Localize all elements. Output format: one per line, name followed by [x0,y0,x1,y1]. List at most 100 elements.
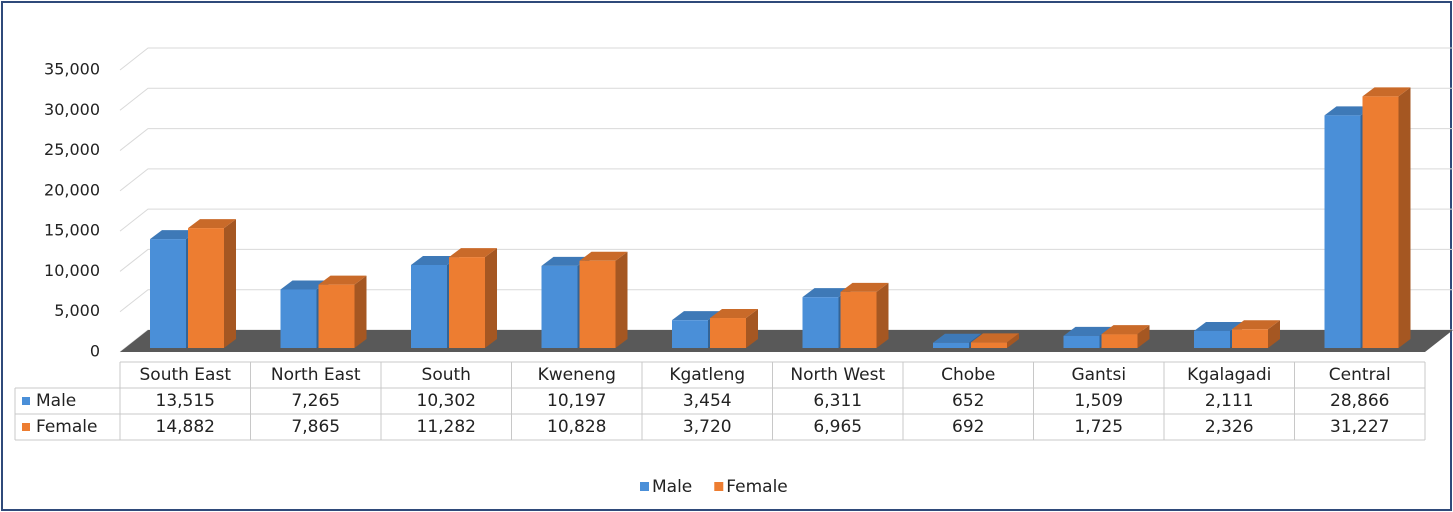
grid-line [119,208,1453,232]
x-tick-label: Central [1329,365,1391,385]
bar [971,342,1007,348]
x-tick-label: South [422,365,471,385]
bar-side [746,309,758,348]
y-tick-label: 0 [90,342,100,361]
table-value: 2,111 [1205,391,1254,411]
table-value: 11,282 [417,417,476,437]
grid-line [119,168,1453,192]
bar [541,265,578,348]
table-value: 652 [952,391,984,411]
bar-top [672,311,720,321]
bar [411,264,447,348]
bar-side [354,275,367,348]
bar [933,342,969,348]
bar-top [1101,325,1150,335]
table-value: 2,326 [1205,417,1254,437]
grid-line [119,47,1453,71]
table-value: 7,865 [291,417,340,437]
bar-top [840,282,889,292]
y-tick-label: 30,000 [44,100,100,119]
bar [280,289,317,348]
bar-side [1268,320,1280,348]
bar-top [971,333,1019,343]
bar-top [318,275,367,285]
bar-side [1007,333,1019,348]
bar-side [876,282,889,348]
table-value: 692 [952,417,984,437]
legend-swatch [714,482,724,491]
bar-top [802,288,851,298]
bar [1232,329,1268,348]
bar-side [1398,87,1411,348]
grid-line [119,248,1453,272]
table-value: 6,965 [813,417,862,437]
y-tick-label: 15,000 [44,221,100,240]
table-grid [14,361,1426,441]
bar [188,228,224,348]
x-tick-label: Kgalagadi [1187,365,1271,385]
bar [449,257,485,348]
y-tick-label: 25,000 [44,140,100,159]
bar [840,291,877,348]
bar-top [411,255,459,265]
bar-top [1063,326,1112,336]
y-tick-label: 5,000 [54,301,100,320]
bar-side [224,219,236,348]
table-value: 7,265 [291,391,340,411]
grid-line [119,128,1453,151]
bar [1194,330,1230,348]
bar-top [710,309,758,319]
bar-top [150,230,198,240]
bar-top [1232,320,1280,330]
grid-line [119,289,1453,313]
bar-top [280,280,329,290]
bar [1063,335,1100,348]
x-tick-label: Chobe [941,365,995,385]
bar-side [1137,325,1150,348]
table-value: 1,725 [1074,417,1123,437]
table-value: 6,311 [813,391,862,411]
legend-label: Male [652,477,692,497]
bar-top [1324,106,1373,116]
x-tick-label: North West [790,365,885,385]
bar [579,260,616,348]
bar [672,320,708,348]
bar-top [1194,321,1242,331]
bar [1324,115,1361,348]
bar-top [449,248,497,258]
bar-top [541,256,590,266]
table-value: 10,197 [547,391,606,411]
bar-side [485,248,497,348]
y-tick-label: 10,000 [44,261,100,280]
table-value: 14,882 [156,417,215,437]
bar [150,239,186,348]
x-tick-label: North East [271,365,361,385]
bar [1362,96,1399,348]
table-swatch [22,397,30,405]
table-value: 13,515 [156,391,215,411]
legend-label: Female [726,477,787,497]
bar [710,318,746,348]
grid-line [119,87,1453,111]
table-value: 31,227 [1330,417,1389,437]
y-tick-label: 35,000 [44,60,100,79]
bar-top [1362,87,1411,97]
y-tick-label: 20,000 [44,180,100,199]
table-value: 10,828 [547,417,606,437]
x-tick-label: Gantsi [1071,365,1126,385]
bar-top [188,219,236,229]
table-series-name: Male [36,391,76,411]
bar [318,284,355,348]
table-series-name: Female [36,417,97,437]
bar-side [615,251,628,348]
table-value: 10,302 [417,391,476,411]
table-swatch [22,423,30,431]
table-value: 3,454 [683,391,732,411]
x-tick-label: South East [140,365,232,385]
table-value: 3,720 [683,417,732,437]
bar [1101,334,1138,348]
legend-swatch [640,482,649,491]
bar [802,297,839,348]
